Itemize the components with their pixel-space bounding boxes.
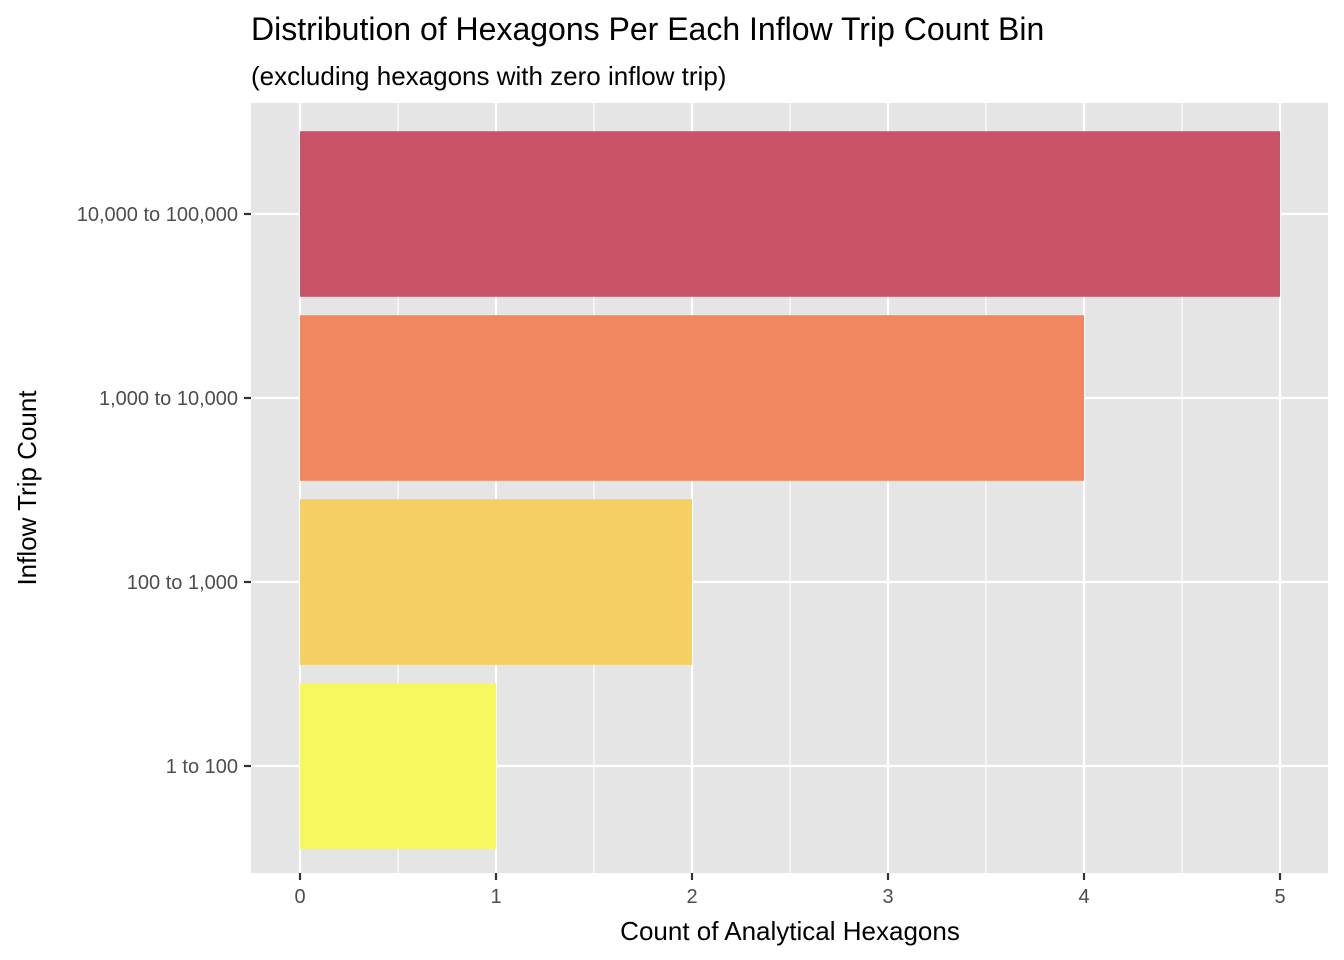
y-tick-label: 1,000 to 10,000 (99, 388, 238, 410)
bar (300, 499, 692, 665)
y-tick-label: 100 to 1,000 (127, 572, 238, 594)
bar (300, 315, 1084, 481)
y-axis: 1 to 100 100 to 1,000 1,000 to 10,000 10,00… (77, 204, 251, 778)
x-tick-label: 0 (294, 886, 305, 908)
x-tick-label: 4 (1078, 886, 1089, 908)
x-tick-label: 2 (686, 886, 697, 908)
x-tick-label: 5 (1274, 886, 1285, 908)
x-axis: 0 1 2 3 4 5 (294, 873, 1286, 908)
y-tick-label: 10,000 to 100,000 (77, 204, 238, 226)
x-axis-title: Count of Analytical Hexagons (620, 916, 960, 946)
chart-title: Distribution of Hexagons Per Each Inflow… (251, 11, 1044, 47)
y-tick-label: 1 to 100 (166, 756, 238, 778)
bars (300, 131, 1280, 849)
bar (300, 131, 1280, 297)
x-tick-label: 3 (882, 886, 893, 908)
y-axis-title: Inflow Trip Count (12, 390, 42, 586)
x-tick-label: 1 (490, 886, 501, 908)
bar (300, 683, 496, 849)
chart-subtitle: (excluding hexagons with zero inflow tri… (251, 61, 726, 91)
